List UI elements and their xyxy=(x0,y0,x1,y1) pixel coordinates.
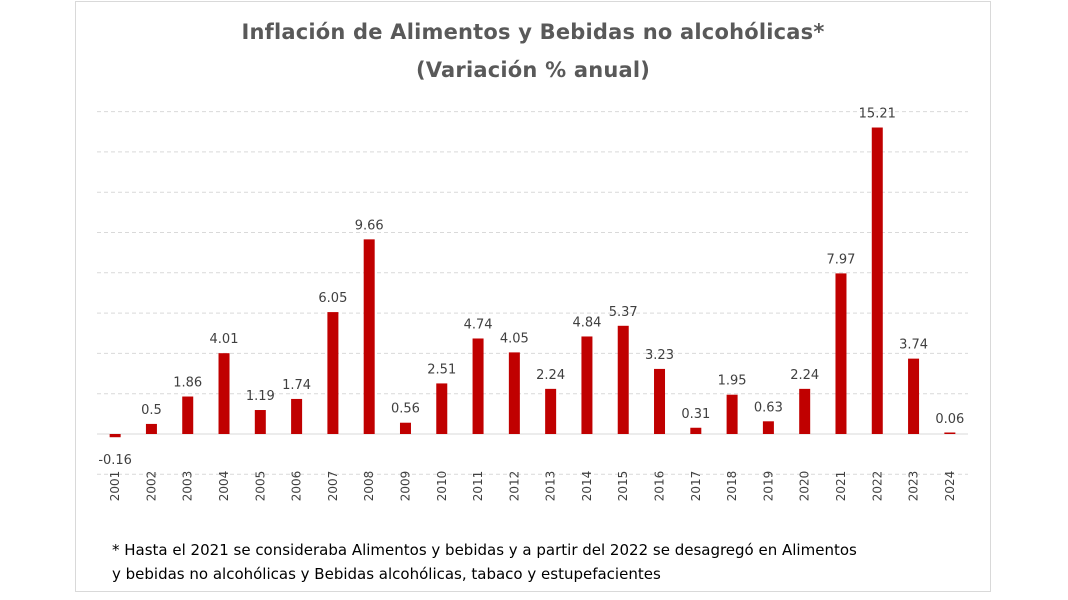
data-label-2008: 9.66 xyxy=(355,218,384,233)
data-label-2018: 1.95 xyxy=(718,374,747,389)
data-label-2006: 1.74 xyxy=(282,378,311,393)
bar-2009 xyxy=(399,422,411,434)
data-label-2017: 0.31 xyxy=(681,407,710,422)
data-label-2003: 1.86 xyxy=(173,376,202,391)
data-label-2016: 3.23 xyxy=(645,348,674,363)
data-labels: -0.16 0.5 1.86 4.01 1.19 1.74 6.05 9.66 0.56 2.51… xyxy=(98,107,964,468)
x-tick-2002: 2002 xyxy=(144,471,158,502)
bar-2013 xyxy=(545,388,557,434)
x-tick-2019: 2019 xyxy=(761,471,775,502)
bar-2003 xyxy=(182,396,194,434)
x-tick-2021: 2021 xyxy=(834,471,848,502)
data-label-2021: 7.97 xyxy=(827,252,856,267)
bar-2012 xyxy=(508,352,520,434)
data-label-2010: 2.51 xyxy=(427,362,456,377)
x-tick-2014: 2014 xyxy=(580,471,594,502)
bar-2006 xyxy=(291,398,303,434)
data-label-2001: -0.16 xyxy=(98,453,132,468)
x-tick-2003: 2003 xyxy=(181,471,195,502)
bar-2004 xyxy=(218,353,230,434)
x-tick-2022: 2022 xyxy=(870,471,884,502)
x-tick-2012: 2012 xyxy=(507,471,521,502)
bar-2007 xyxy=(327,312,339,434)
x-tick-2006: 2006 xyxy=(290,471,304,502)
x-tick-2004: 2004 xyxy=(217,471,231,502)
x-tick-2011: 2011 xyxy=(471,471,485,502)
x-tick-2018: 2018 xyxy=(725,471,739,502)
bar-2010 xyxy=(436,383,448,434)
bar-2021 xyxy=(835,273,847,434)
x-tick-2010: 2010 xyxy=(435,471,449,502)
x-tick-2008: 2008 xyxy=(362,471,376,502)
bar-2015 xyxy=(617,325,629,434)
data-label-2023: 3.74 xyxy=(899,338,928,353)
bar-2024 xyxy=(944,432,956,434)
bar-2020 xyxy=(799,388,811,434)
bar-2019 xyxy=(762,421,774,434)
x-axis-ticks: 2001 2002 2003 2004 2005 2006 2007 2008 2009 2010… xyxy=(108,471,957,502)
data-label-2011: 4.74 xyxy=(464,317,493,332)
data-label-2014: 4.84 xyxy=(572,315,601,330)
data-label-2013: 2.24 xyxy=(536,368,565,383)
data-label-2019: 0.63 xyxy=(754,400,783,415)
bar-2005 xyxy=(254,410,266,434)
bar-2016 xyxy=(654,368,666,434)
bar-2011 xyxy=(472,338,484,434)
bars xyxy=(109,127,956,438)
bar-2002 xyxy=(145,423,157,434)
bar-2017 xyxy=(690,427,702,434)
bar-2023 xyxy=(908,358,920,434)
bar-2014 xyxy=(581,336,593,434)
bar-2008 xyxy=(363,239,375,434)
data-label-2009: 0.56 xyxy=(391,402,420,417)
gridlines xyxy=(97,111,968,475)
x-tick-2009: 2009 xyxy=(398,471,412,502)
bar-2018 xyxy=(726,394,738,434)
data-label-2024: 0.06 xyxy=(935,412,964,427)
chart-title: Inflación de Alimentos y Bebidas no alco… xyxy=(241,20,825,44)
x-tick-2024: 2024 xyxy=(943,471,957,502)
data-label-2012: 4.05 xyxy=(500,331,529,346)
footnote-line-1: * Hasta el 2021 se consideraba Alimentos… xyxy=(112,541,857,559)
data-label-2022: 15.21 xyxy=(859,107,896,122)
data-label-2004: 4.01 xyxy=(210,332,239,347)
data-label-2007: 6.05 xyxy=(318,291,347,306)
x-tick-2005: 2005 xyxy=(253,471,267,502)
footnote-line-2: y bebidas no alcohólicas y Bebidas alcoh… xyxy=(112,565,661,583)
x-tick-2016: 2016 xyxy=(653,471,667,502)
data-label-2020: 2.24 xyxy=(790,368,819,383)
x-tick-2015: 2015 xyxy=(616,471,630,502)
bar-2001 xyxy=(109,434,121,438)
x-tick-2007: 2007 xyxy=(326,471,340,502)
data-label-2015: 5.37 xyxy=(609,305,638,320)
data-label-2005: 1.19 xyxy=(246,389,275,404)
x-tick-2001: 2001 xyxy=(108,471,122,502)
x-tick-2013: 2013 xyxy=(544,471,558,502)
x-tick-2020: 2020 xyxy=(798,471,812,502)
data-label-2002: 0.5 xyxy=(141,403,162,418)
x-tick-2017: 2017 xyxy=(689,471,703,502)
bar-2022 xyxy=(871,127,883,435)
chart-subtitle: (Variación % anual) xyxy=(415,58,651,82)
x-tick-2023: 2023 xyxy=(907,471,921,502)
